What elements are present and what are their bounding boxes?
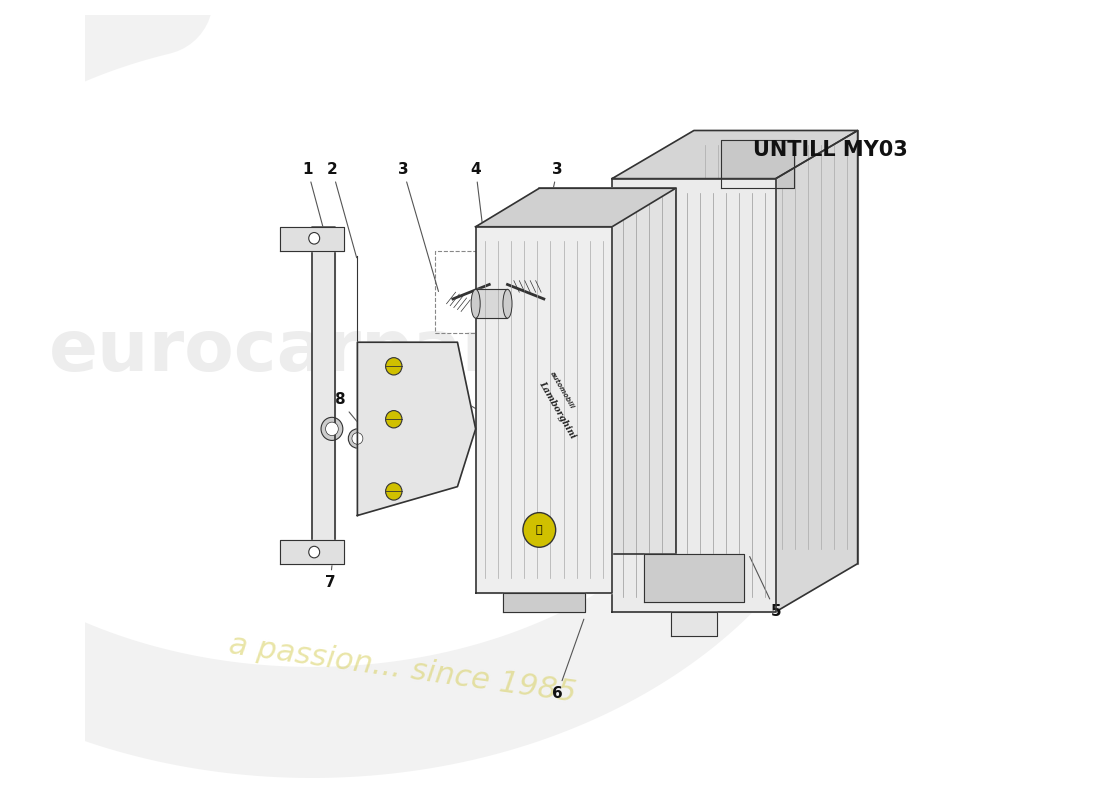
Text: eurocarparts: eurocarparts: [48, 318, 575, 386]
Polygon shape: [644, 554, 744, 602]
Circle shape: [352, 433, 363, 444]
Circle shape: [309, 233, 320, 244]
Text: 3: 3: [531, 162, 563, 291]
Polygon shape: [503, 593, 585, 612]
Text: Lamborghini: Lamborghini: [538, 379, 578, 440]
Polygon shape: [776, 130, 858, 612]
Polygon shape: [694, 130, 858, 564]
Ellipse shape: [503, 290, 512, 318]
Ellipse shape: [471, 290, 481, 318]
Circle shape: [386, 482, 402, 500]
Polygon shape: [475, 290, 507, 318]
Polygon shape: [312, 226, 334, 564]
Text: automobili: automobili: [549, 370, 575, 410]
Polygon shape: [539, 188, 675, 554]
Text: 5: 5: [750, 557, 781, 619]
Circle shape: [522, 513, 556, 547]
Text: 4: 4: [471, 162, 492, 301]
Text: 7: 7: [324, 542, 336, 590]
Circle shape: [386, 358, 402, 375]
Text: 3: 3: [397, 162, 439, 291]
Polygon shape: [475, 188, 675, 226]
Circle shape: [349, 429, 366, 448]
Text: a passion... since 1985: a passion... since 1985: [228, 630, 579, 708]
Polygon shape: [280, 539, 344, 564]
Polygon shape: [475, 226, 612, 593]
Circle shape: [321, 418, 343, 441]
Text: 9: 9: [407, 364, 492, 418]
Circle shape: [386, 410, 402, 428]
Polygon shape: [671, 612, 717, 636]
Polygon shape: [280, 226, 344, 251]
Text: 🐂: 🐂: [536, 525, 542, 535]
Text: 8: 8: [334, 393, 370, 436]
Text: 1: 1: [302, 162, 331, 258]
Polygon shape: [722, 140, 794, 188]
Polygon shape: [358, 342, 475, 515]
Polygon shape: [612, 178, 775, 612]
Text: 6: 6: [552, 619, 584, 701]
Text: 2: 2: [327, 162, 356, 258]
Circle shape: [309, 546, 320, 558]
Circle shape: [326, 422, 339, 436]
Text: UNTILL MY03: UNTILL MY03: [754, 140, 908, 160]
Polygon shape: [612, 130, 858, 178]
